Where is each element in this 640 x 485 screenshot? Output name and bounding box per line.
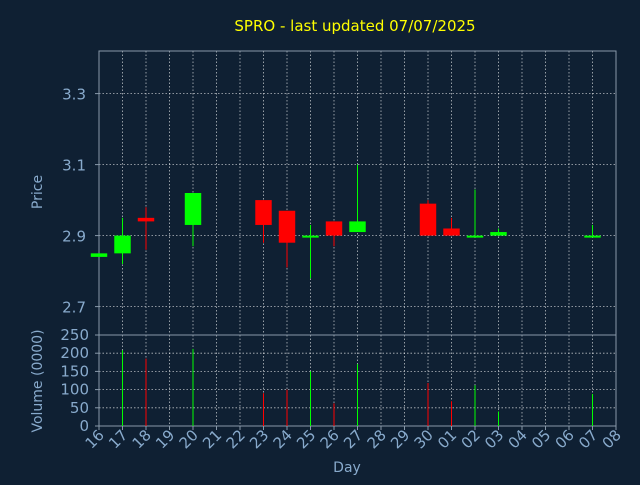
candle-body — [349, 221, 366, 233]
x-tick-label: 26 — [317, 426, 343, 452]
candle-body — [255, 200, 272, 225]
candle-body — [184, 193, 202, 225]
price-axis-label: Price — [30, 175, 46, 209]
x-tick-label: 22 — [223, 426, 249, 452]
x-tick-label: 02 — [458, 426, 484, 452]
candle-body — [419, 203, 437, 236]
candle-body — [490, 232, 507, 236]
x-tick-label: 29 — [387, 426, 413, 452]
x-tick-label: 23 — [246, 426, 272, 452]
candle-body — [278, 210, 296, 243]
price-tick-label: 3.3 — [62, 86, 86, 104]
price-tick-label: 2.9 — [62, 228, 86, 246]
x-tick-label: 24 — [270, 426, 296, 452]
volume-axis-label: Volume (0000) — [30, 329, 46, 432]
candle-body — [443, 228, 460, 236]
x-tick-label: 03 — [481, 426, 507, 452]
x-tick-label: 27 — [340, 426, 366, 452]
candle-body — [302, 235, 319, 238]
x-tick-label: 08 — [599, 426, 625, 452]
price-tick-label: 3.1 — [62, 157, 86, 175]
x-tick-label: 20 — [176, 426, 202, 452]
price-panel: 2.7 2.9 3.1 3.3 — [62, 50, 617, 336]
x-tick-label: 06 — [552, 426, 578, 452]
x-tick-label: 25 — [293, 426, 319, 452]
candle-body — [114, 235, 131, 254]
volume-tick-label: 100 — [60, 381, 89, 399]
candle-body — [325, 221, 343, 236]
x-tick-label: 28 — [364, 426, 390, 452]
x-tick-label: 04 — [505, 426, 531, 452]
candle-body — [584, 235, 601, 238]
x-tick-label: 01 — [434, 426, 460, 452]
chart-title: SPRO - last updated 07/07/2025 — [234, 17, 475, 35]
x-tick-label: 19 — [152, 426, 178, 452]
candle-body — [90, 253, 108, 257]
x-tick-label: 21 — [199, 426, 225, 452]
candle-body — [137, 217, 155, 222]
volume-tick-label: 200 — [60, 344, 89, 362]
x-tick-label: 07 — [575, 426, 601, 452]
x-axis-label: Day — [333, 460, 361, 476]
volume-tick-label: 150 — [60, 362, 89, 380]
price-tick-label: 2.7 — [62, 299, 86, 317]
x-tick-label: 17 — [105, 426, 131, 452]
volume-tick-label: 50 — [70, 399, 89, 417]
candle-body — [466, 235, 484, 238]
x-tick-label: 05 — [528, 426, 554, 452]
volume-tick-label: 250 — [60, 326, 89, 344]
volume-tick-label: 0 — [79, 417, 89, 435]
x-tick-label: 30 — [411, 426, 437, 452]
x-tick-label: 18 — [129, 426, 155, 452]
x-axis-ticks: 1617181920212223242526272829300102030405… — [82, 426, 625, 452]
